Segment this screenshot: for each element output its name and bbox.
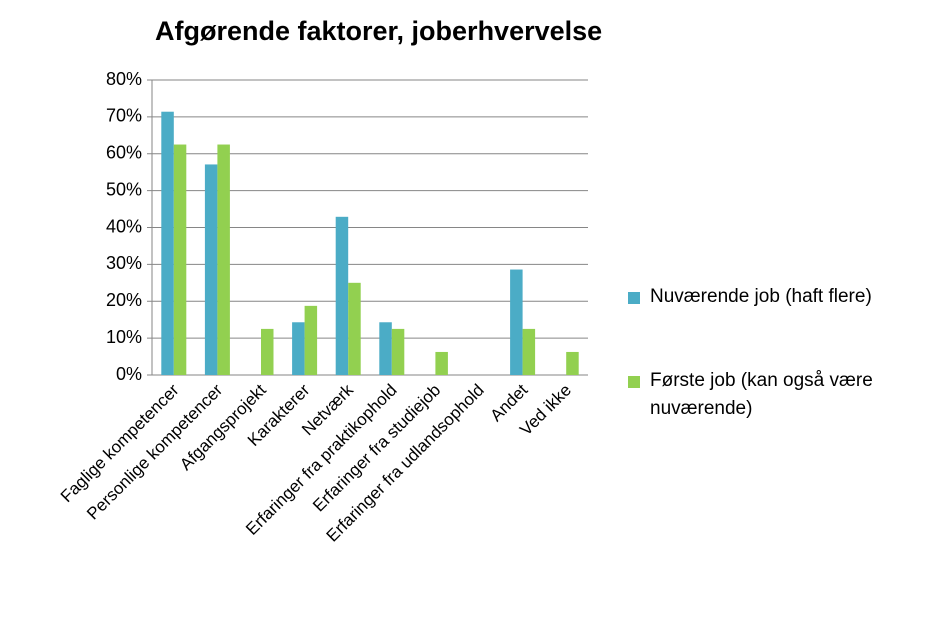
legend-label: Første job (kan også være nuværende) (650, 370, 873, 419)
y-tick-label: 30% (106, 253, 142, 273)
bar (161, 111, 174, 376)
bar (217, 144, 230, 375)
y-tick-label: 0% (116, 364, 142, 384)
y-tick-label: 20% (106, 290, 142, 310)
bar (261, 328, 274, 375)
y-tick-label: 60% (106, 143, 142, 163)
bar (435, 351, 448, 375)
chart-title: Afgørende faktorer, joberhvervelse (155, 16, 602, 46)
bar (566, 351, 579, 375)
bar (391, 328, 405, 375)
bar (292, 322, 305, 375)
legend-label: Nuværende job (haft flere) (650, 286, 872, 307)
legend-swatch (628, 376, 640, 388)
bar (522, 328, 536, 375)
bar (304, 305, 318, 375)
bar (510, 269, 523, 375)
y-tick-label: 70% (106, 106, 142, 126)
y-tick-label: 10% (106, 327, 142, 347)
bar (173, 144, 187, 375)
y-tick-label: 80% (106, 69, 142, 89)
bar (335, 216, 349, 375)
legend-item: Første job (kan også være nuværende) (628, 367, 923, 423)
y-tick-label: 50% (106, 179, 142, 199)
legend-swatch (628, 292, 640, 304)
bar (204, 164, 218, 375)
y-tick-label: 40% (106, 216, 142, 236)
bar (348, 282, 361, 375)
bar (379, 322, 392, 375)
legend-item: Nuværende job (haft flere) (628, 283, 923, 311)
